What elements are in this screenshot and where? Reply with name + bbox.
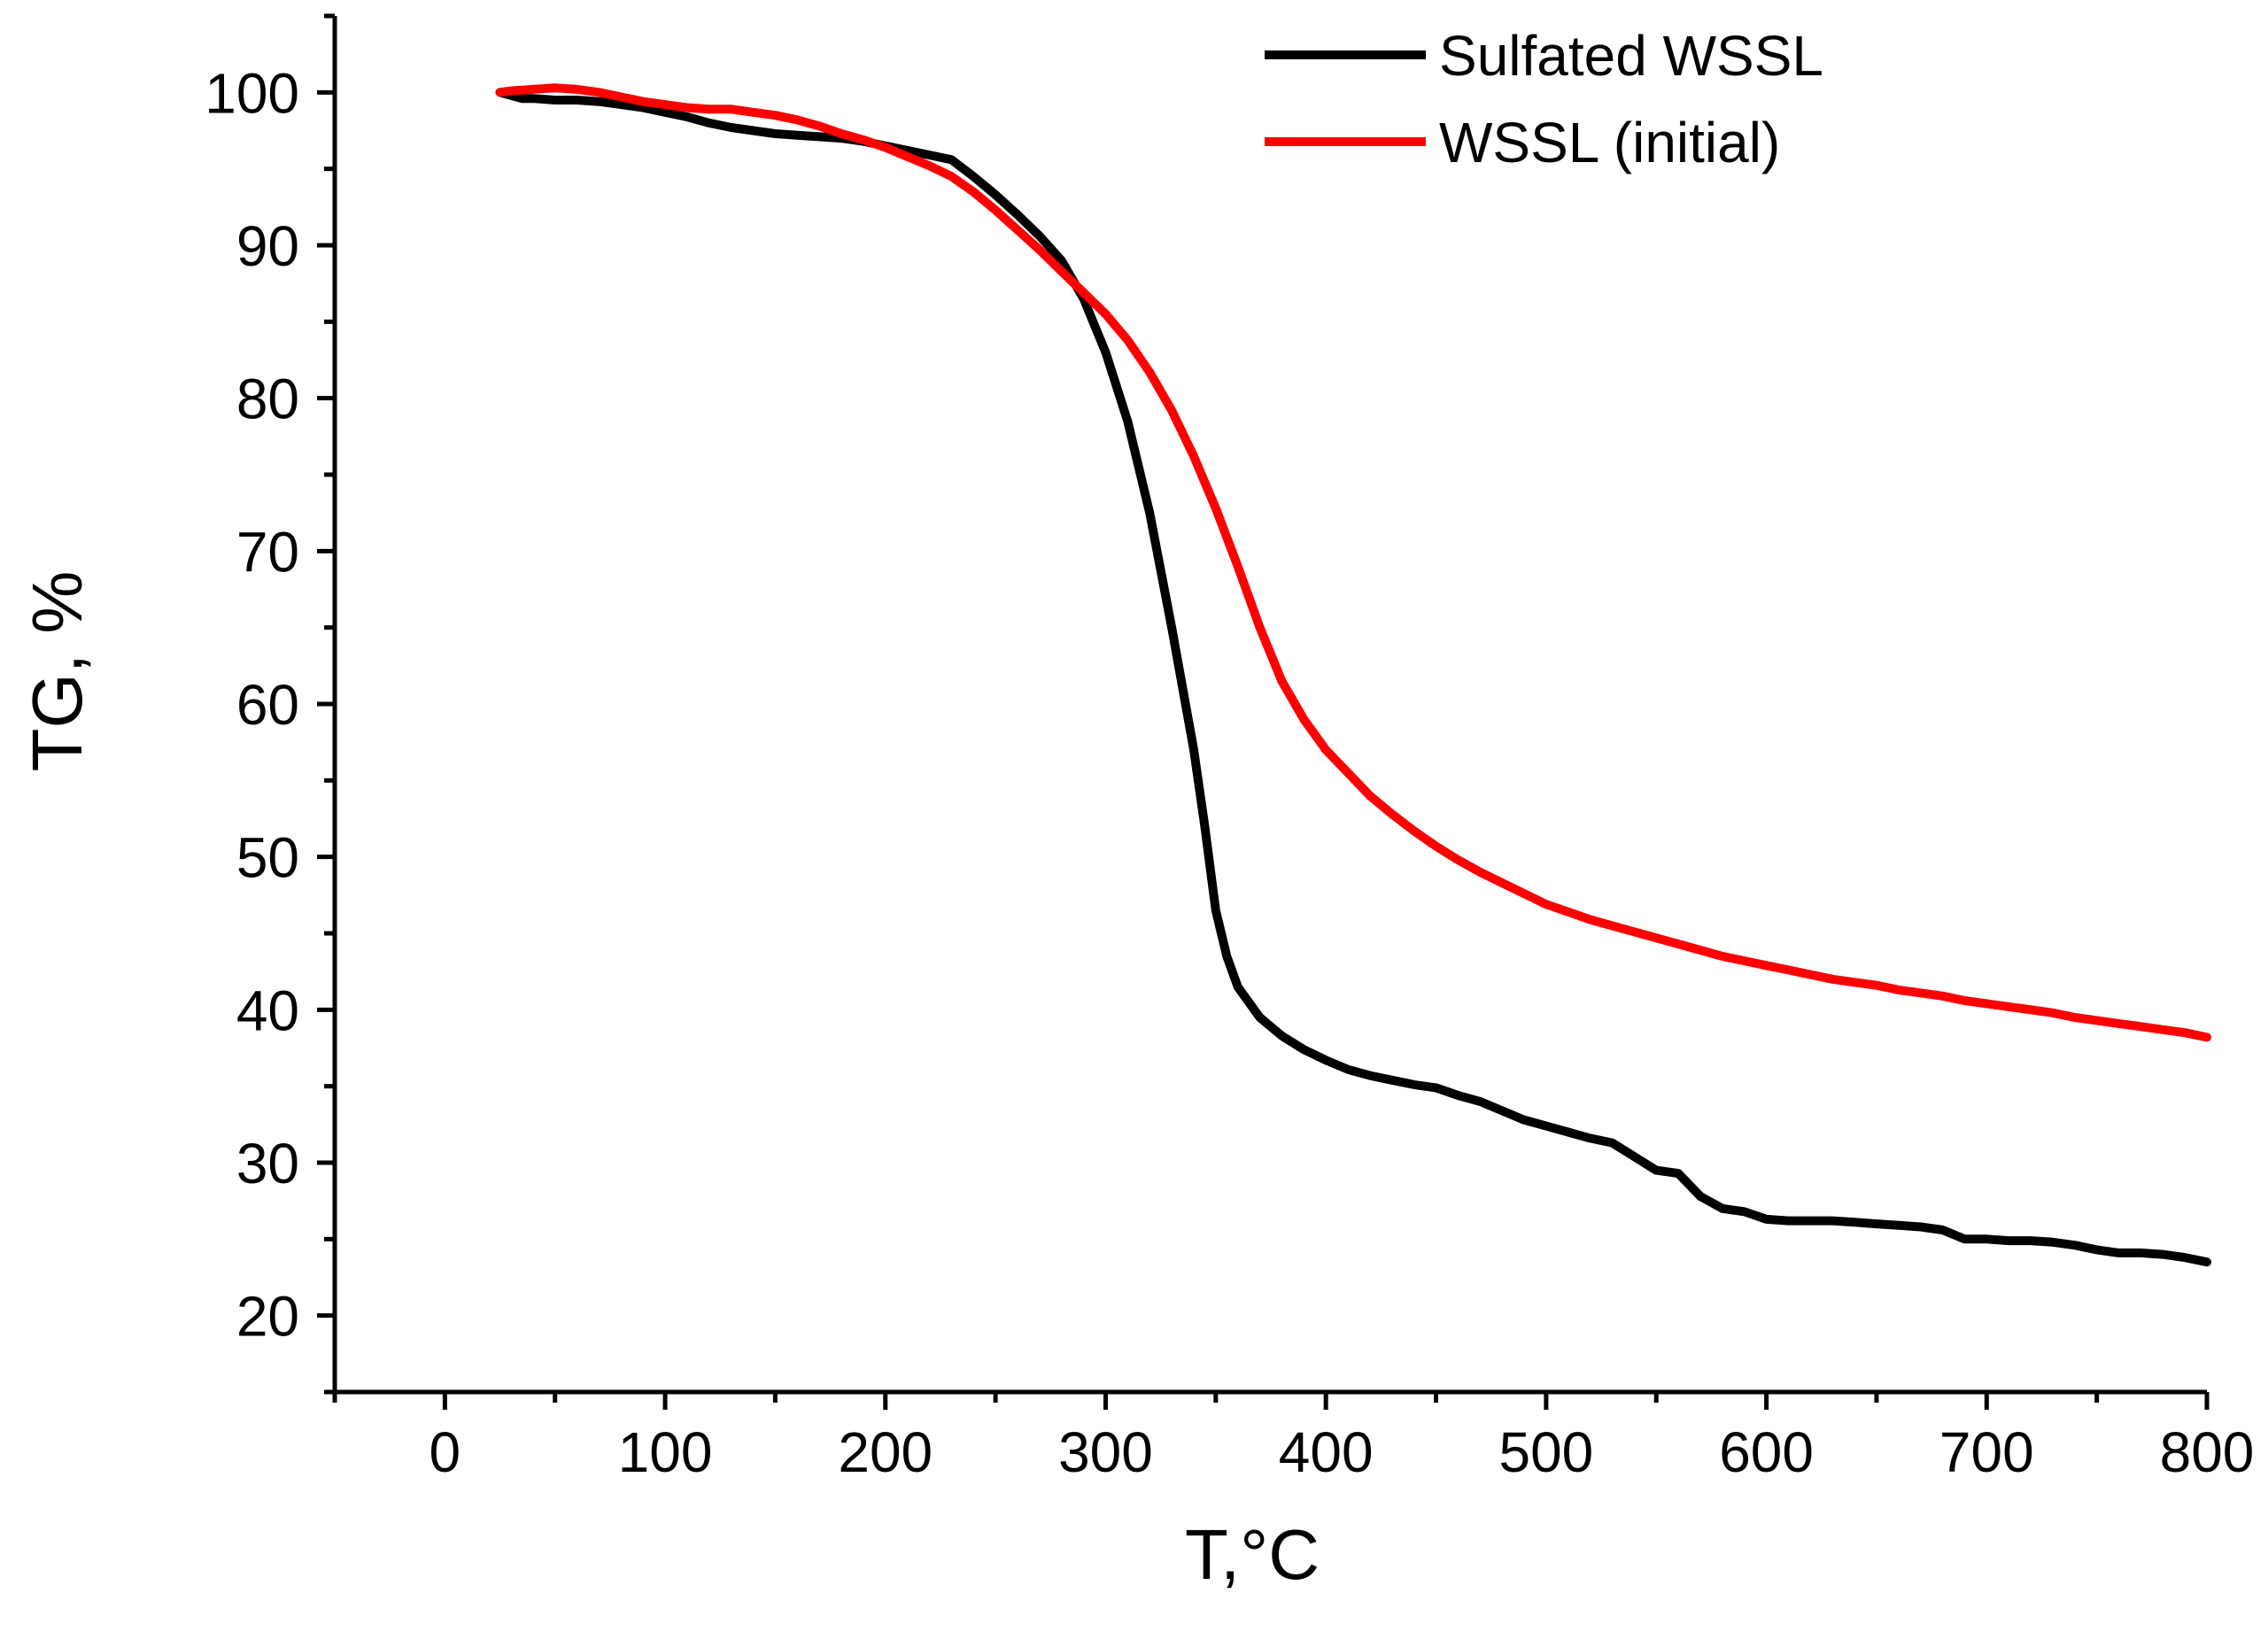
legend: Sulfated WSSL WSSL (initial) [1265, 24, 1823, 174]
y-tick-label: 30 [236, 1132, 299, 1195]
series-line-wssl-initial [495, 83, 2211, 1042]
x-tick-label: 600 [1719, 1420, 1814, 1484]
x-tick-label: 400 [1279, 1420, 1374, 1484]
y-tick-label: 90 [236, 214, 299, 278]
x-tick-label: 0 [430, 1420, 461, 1484]
y-tick-label: 100 [205, 61, 299, 125]
y-tick-label: 40 [236, 978, 299, 1042]
y-tick-label: 60 [236, 673, 299, 737]
y-tick-label: 20 [236, 1285, 299, 1349]
x-tick-label: 100 [618, 1420, 713, 1484]
series-line-sulfated-wssl [495, 88, 2211, 1267]
x-tick-label: 500 [1498, 1420, 1593, 1484]
y-tick-label: 70 [236, 520, 299, 584]
series-layer [495, 83, 2211, 1267]
axes: 0 100 200 300 400 500 600 700 800 20 30 40 50 60 70 80 9… [205, 13, 2255, 1484]
x-tick-label: 200 [838, 1420, 933, 1484]
x-tick-label: 800 [2160, 1420, 2255, 1484]
y-axis-title: TG, % [18, 571, 97, 772]
legend-label-wssl-initial: WSSL (initial) [1439, 111, 1780, 174]
x-tick-label: 300 [1058, 1420, 1153, 1484]
x-axis-title: T,°C [1185, 1515, 1320, 1594]
y-tick-label: 80 [236, 367, 299, 431]
legend-label-sulfated-wssl: Sulfated WSSL [1439, 24, 1823, 88]
y-tick-label: 50 [236, 826, 299, 890]
x-tick-label: 700 [1939, 1420, 2034, 1484]
